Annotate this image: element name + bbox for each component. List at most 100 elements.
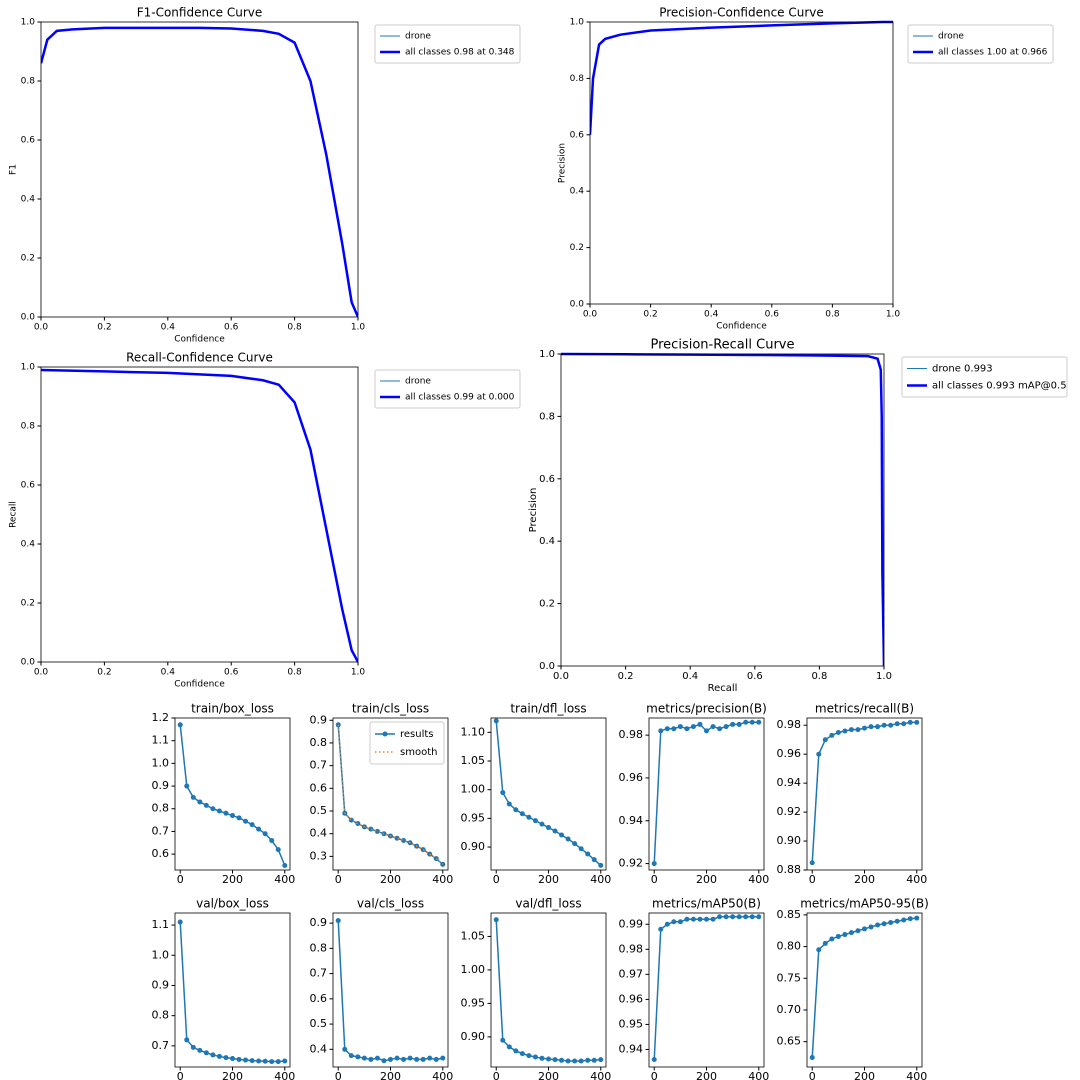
plot-area xyxy=(335,918,446,1064)
y-tick-label: 0.4 xyxy=(310,827,328,840)
y-tick-label: 0.6 xyxy=(539,474,555,485)
point xyxy=(848,930,854,936)
point xyxy=(690,916,696,922)
point xyxy=(262,831,268,837)
y-tick-label: 0.90 xyxy=(777,834,802,847)
x-tick-label: 0.6 xyxy=(224,668,239,678)
x-tick-label: 0.4 xyxy=(161,668,176,678)
y-tick-label: 1.1 xyxy=(152,918,170,931)
y-tick-label: 0.90 xyxy=(461,840,486,853)
point xyxy=(223,810,229,816)
point xyxy=(223,1055,229,1061)
point xyxy=(723,724,729,730)
point xyxy=(743,719,749,725)
chart-title: metrics/recall(B) xyxy=(815,702,914,716)
y-tick-label: 0.8 xyxy=(310,941,328,954)
x-tick-label: 200 xyxy=(696,1070,717,1080)
x-axis-label: Confidence xyxy=(716,322,767,332)
y-tick-label: 0.2 xyxy=(21,254,35,264)
point xyxy=(256,1058,262,1064)
x-tick-label: 0.2 xyxy=(97,323,111,333)
point xyxy=(539,821,545,827)
y-tick-label: 0.8 xyxy=(539,411,555,422)
point xyxy=(519,811,525,817)
point xyxy=(275,847,281,853)
point xyxy=(578,846,584,852)
x-tick-label: 200 xyxy=(538,1070,559,1080)
y-tick-label: 0.0 xyxy=(21,658,36,668)
plot-area xyxy=(493,917,604,1064)
point xyxy=(552,828,558,834)
point xyxy=(822,940,828,946)
y-tick-label: 1.1 xyxy=(152,734,170,747)
point xyxy=(282,862,288,868)
series-line xyxy=(41,27,358,318)
point xyxy=(842,728,848,734)
y-tick-label: 0.8 xyxy=(310,736,328,749)
x-tick-label: 0 xyxy=(809,873,816,886)
x-tick-label: 0.6 xyxy=(765,310,780,320)
x-tick-label: 0.8 xyxy=(811,671,827,682)
y-tick-label: 1.2 xyxy=(152,711,170,724)
y-tick-label: 0.4 xyxy=(310,1042,328,1055)
point xyxy=(236,815,242,821)
point xyxy=(539,1055,545,1061)
x-tick-label: 0.0 xyxy=(34,668,49,678)
point xyxy=(809,1054,815,1060)
point xyxy=(690,724,696,730)
chart: 0 200 400 0.3 0.4 0.5 0.6 0.7 0.8 0.9 train/cls_lo… xyxy=(310,702,454,887)
y-tick-label: 0.0 xyxy=(570,300,585,310)
y-tick-label: 0.6 xyxy=(310,781,328,794)
point xyxy=(552,1057,558,1063)
y-tick-label: 1.0 xyxy=(21,363,36,373)
series-line xyxy=(653,721,759,864)
legend-box xyxy=(369,721,445,765)
point xyxy=(881,722,887,728)
axes-frame xyxy=(806,717,923,871)
point xyxy=(361,1055,367,1061)
axes-frame xyxy=(174,717,291,871)
chart: 0 200 400 0.65 0.70 0.75 0.80 0.85metrics/mAP50… xyxy=(777,897,929,1080)
series-line xyxy=(561,353,884,667)
y-tick-label: 0.9 xyxy=(310,713,328,726)
plot-area xyxy=(177,919,288,1065)
point xyxy=(671,919,677,925)
series-line xyxy=(41,26,358,318)
y-tick-label: 1.0 xyxy=(21,18,36,28)
point xyxy=(335,918,341,924)
y-tick-label: 0.0 xyxy=(539,661,555,672)
y-tick-label: 0.4 xyxy=(21,195,36,205)
x-tick-label: 1.0 xyxy=(886,310,901,320)
point xyxy=(907,916,913,922)
axes-frame xyxy=(648,912,765,1068)
legend-label: drone xyxy=(938,32,964,42)
point xyxy=(381,1058,387,1064)
point xyxy=(730,914,736,920)
plot-area xyxy=(335,722,446,867)
y-tick-label: 0.2 xyxy=(21,599,35,609)
x-tick-label: 400 xyxy=(590,873,611,886)
point xyxy=(427,1055,433,1061)
x-tick-label: 200 xyxy=(222,873,243,886)
x-tick-label: 0 xyxy=(177,1070,184,1080)
point xyxy=(440,1055,446,1061)
x-tick-label: 400 xyxy=(274,873,295,886)
point xyxy=(730,721,736,727)
point xyxy=(500,790,506,796)
y-tick-label: 1.05 xyxy=(461,929,486,942)
point xyxy=(355,820,361,826)
point xyxy=(546,825,551,831)
point xyxy=(407,1055,413,1061)
point xyxy=(862,926,867,932)
legend-label: drone xyxy=(405,32,431,42)
axes-frame xyxy=(332,717,449,871)
x-tick-label: 0.0 xyxy=(34,323,49,333)
legend-marker xyxy=(382,731,388,737)
series-line xyxy=(561,352,884,667)
point xyxy=(519,1051,525,1057)
plot-area xyxy=(41,26,358,318)
point xyxy=(894,721,900,727)
series-line xyxy=(811,721,917,863)
point xyxy=(901,721,907,727)
y-tick-label: 1.00 xyxy=(461,963,486,976)
